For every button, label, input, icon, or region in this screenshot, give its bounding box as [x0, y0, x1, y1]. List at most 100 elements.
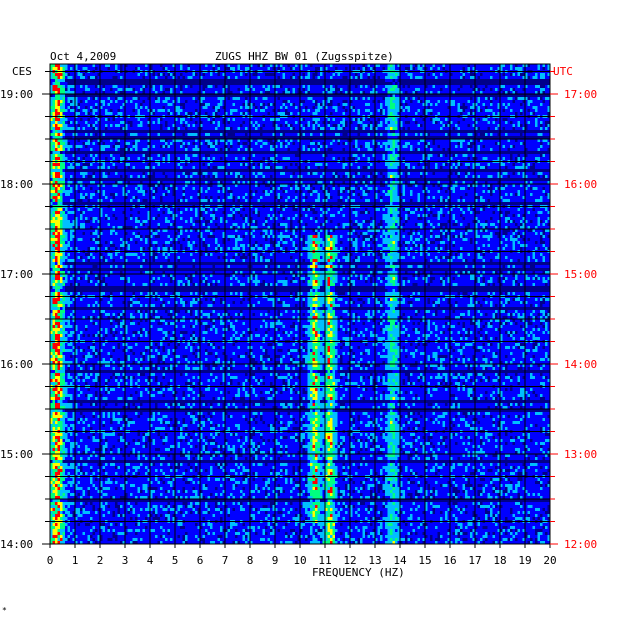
- spectrogram-cell: [532, 127, 535, 130]
- spectrogram-cell: [52, 103, 55, 106]
- spectrogram-cell: [255, 145, 258, 148]
- spectrogram-cell: [155, 163, 158, 166]
- spectrogram-cell: [317, 76, 320, 79]
- spectrogram-cell: [82, 154, 85, 157]
- spectrogram-cell: [440, 157, 443, 160]
- spectrogram-cell: [450, 112, 453, 115]
- spectrogram-cell: [197, 100, 200, 103]
- spectrogram-cell: [220, 67, 223, 70]
- spectrogram-cell: [252, 133, 255, 136]
- spectrogram-cell: [172, 157, 175, 160]
- spectrogram-cell: [537, 139, 540, 142]
- spectrogram-cell: [82, 139, 85, 142]
- spectrogram-cell: [467, 76, 470, 79]
- spectrogram-cell: [367, 142, 370, 145]
- spectrogram-cell: [62, 163, 65, 166]
- spectrogram-cell: [442, 127, 445, 130]
- spectrogram-cell: [525, 76, 528, 79]
- spectrogram-cell: [437, 163, 440, 166]
- spectrogram-cell: [202, 97, 205, 100]
- spectrogram-cell: [405, 139, 408, 142]
- spectrogram-cell: [275, 142, 278, 145]
- spectrogram-cell: [60, 148, 63, 151]
- spectrogram-cell: [62, 133, 65, 136]
- spectrogram-cell: [540, 64, 543, 67]
- spectrogram-cell: [515, 100, 518, 103]
- spectrogram-cell: [530, 127, 533, 130]
- spectrogram-cell: [522, 97, 525, 100]
- spectrogram-cell: [117, 91, 120, 94]
- spectrogram-cell: [337, 145, 340, 148]
- spectrogram-cell: [490, 145, 493, 148]
- spectrogram-cell: [302, 163, 305, 166]
- spectrogram-cell: [382, 157, 385, 160]
- spectrogram-cell: [352, 124, 355, 127]
- spectrogram-cell: [430, 124, 433, 127]
- spectrogram-cell: [125, 85, 128, 88]
- spectrogram-cell: [485, 109, 488, 112]
- spectrogram-cell: [52, 106, 55, 109]
- spectrogram-cell: [192, 85, 195, 88]
- spectrogram-cell: [360, 157, 363, 160]
- spectrogram-cell: [242, 157, 245, 160]
- spectrogram-cell: [332, 145, 335, 148]
- spectrogram-cell: [170, 103, 173, 106]
- spectrogram-cell: [102, 103, 105, 106]
- spectrogram-cell: [390, 112, 393, 115]
- spectrogram-cell: [72, 157, 75, 160]
- spectrogram-cell: [257, 103, 260, 106]
- spectrogram-cell: [457, 154, 460, 157]
- spectrogram-cell: [145, 73, 148, 76]
- spectrogram-cell: [277, 106, 280, 109]
- spectrogram-cell: [402, 100, 405, 103]
- spectrogram-cell: [500, 67, 503, 70]
- spectrogram-cell: [90, 103, 93, 106]
- spectrogram-cell: [487, 118, 490, 121]
- spectrogram-cell: [527, 85, 530, 88]
- spectrogram-cell: [277, 73, 280, 76]
- spectrogram-cell: [275, 133, 278, 136]
- spectrogram-cell: [387, 73, 390, 76]
- spectrogram-cell: [292, 106, 295, 109]
- spectrogram-cell: [222, 67, 225, 70]
- spectrogram-cell: [162, 124, 165, 127]
- spectrogram-cell: [310, 100, 313, 103]
- spectrogram-cell: [275, 118, 278, 121]
- spectrogram-cell: [540, 76, 543, 79]
- spectrogram-cell: [395, 73, 398, 76]
- spectrogram-cell: [352, 112, 355, 115]
- spectrogram-cell: [455, 157, 458, 160]
- spectrogram-cell: [120, 76, 123, 79]
- spectrogram-cell: [202, 118, 205, 121]
- spectrogram-cell: [407, 148, 410, 151]
- spectrogram-cell: [282, 154, 285, 157]
- spectrogram-cell: [100, 154, 103, 157]
- spectrogram-cell: [457, 163, 460, 166]
- spectrogram-cell: [467, 88, 470, 91]
- spectrogram-cell: [450, 127, 453, 130]
- spectrogram-cell: [97, 85, 100, 88]
- spectrogram-cell: [52, 118, 55, 121]
- spectrogram-cell: [385, 118, 388, 121]
- spectrogram-cell: [220, 118, 223, 121]
- spectrogram-cell: [547, 100, 550, 103]
- spectrogram-cell: [170, 142, 173, 145]
- spectrogram-cell: [80, 148, 83, 151]
- spectrogram-cell: [90, 76, 93, 79]
- spectrogram-cell: [122, 109, 125, 112]
- spectrogram-cell: [167, 124, 170, 127]
- spectrogram-cell: [115, 88, 118, 91]
- spectrogram-cell: [445, 145, 448, 148]
- spectrogram-cell: [250, 148, 253, 151]
- spectrogram-cell: [85, 109, 88, 112]
- spectrogram-cell: [522, 109, 525, 112]
- spectrogram-cell: [525, 97, 528, 100]
- spectrogram-cell: [130, 64, 133, 67]
- spectrogram-cell: [380, 73, 383, 76]
- spectrogram-cell: [347, 127, 350, 130]
- spectrogram-cell: [335, 76, 338, 79]
- spectrogram-cell: [262, 142, 265, 145]
- spectrogram-cell: [62, 88, 65, 91]
- spectrogram-cell: [285, 88, 288, 91]
